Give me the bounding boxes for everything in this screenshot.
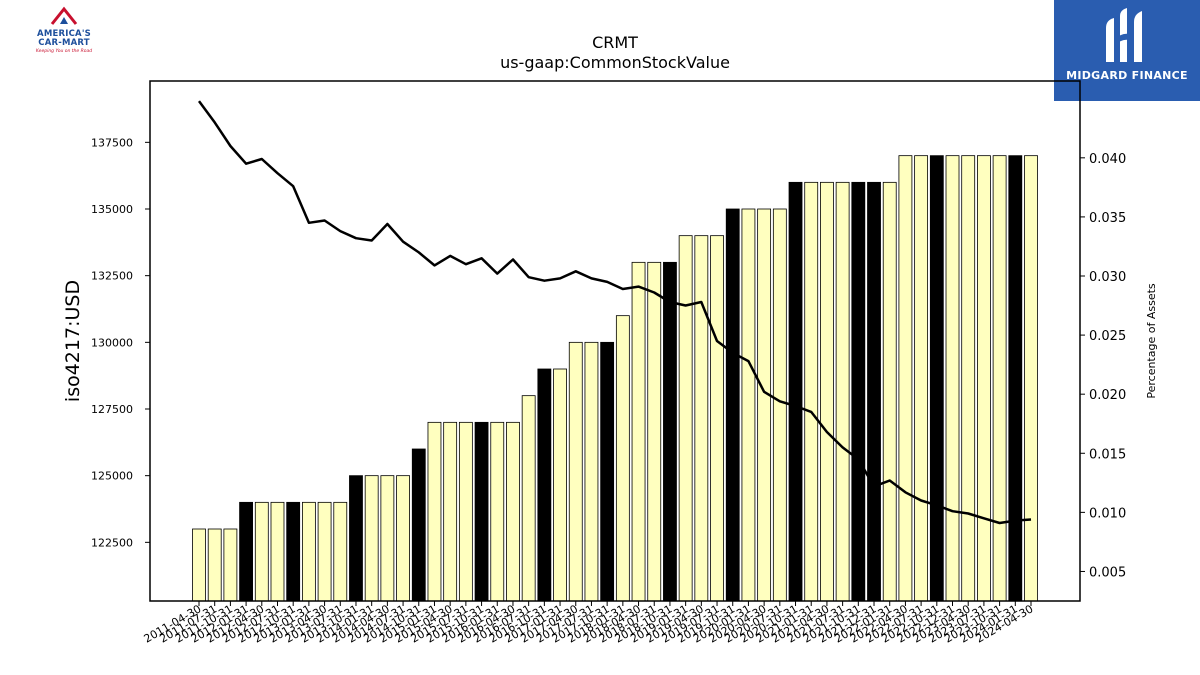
bar-2018-10-31 [663,261,677,602]
bar-2011-10-31 [223,528,238,602]
bar-2014-07-31 [396,475,410,602]
bar-2016-04-30 [506,421,520,602]
bar-2022-10-31 [929,155,944,602]
bar-2012-07-31 [270,501,285,602]
y-tick-label: 127500 [91,403,133,416]
bar-2021-07-31 [835,181,850,602]
chart-subtitle: us-gaap:CommonStockValue [500,53,730,72]
y-tick-label: 132500 [91,270,133,283]
line-layer [197,100,1032,525]
y-tick-label: 122500 [91,536,133,549]
bar-2023-04-30 [961,155,976,602]
axes-layer: 122500 125000 127500 130000 132500 135000 1375… [91,80,1126,646]
bars-layer [192,155,1038,602]
y-tick-label: 125000 [91,470,133,483]
bar-2013-07-31 [333,501,348,602]
bar-2012-10-31 [286,501,301,602]
bar-2019-01-31 [678,235,693,602]
y2-tick-label: 0.030 [1089,270,1126,285]
midgard-m-icon [1106,8,1142,62]
bar-2011-04-30 [192,528,206,602]
bar-2014-01-31 [364,475,379,602]
americas-car-mart-logo: AMERICA'S CAR-MART Keeping You on the Ro… [22,6,106,58]
bar-2011-07-31 [207,528,222,602]
y-tick-label: 137500 [91,136,133,149]
logo-line-2: CAR-MART [38,38,90,48]
midgard-finance-logo: MIDGARD FINANCE [1054,0,1200,101]
logo-line-1: AMERICA'S [37,29,91,39]
bar-2014-04-30 [380,475,395,602]
bar-2013-04-30 [317,501,332,602]
bar-2014-10-31 [411,448,426,602]
bar-2019-07-31 [710,235,724,602]
chart-title: CRMT [592,33,638,52]
y2-tick-label: 0.025 [1089,329,1126,344]
bar-2022-01-31 [882,181,897,602]
bar-2017-07-31 [584,341,599,602]
bar-2023-07-31 [977,155,991,602]
bar-2020-04-30 [757,208,772,602]
bar-2020-07-31 [772,208,787,602]
bar-2017-04-30 [568,341,583,602]
percentage-of-assets-line [197,100,1032,525]
bar-2016-01-31 [490,421,505,602]
y2-tick-label: 0.010 [1089,506,1126,521]
bar-2012-04-30 [254,501,269,602]
y2-tick-label: 0.020 [1089,388,1126,403]
bar-2013-01-31 [301,501,316,602]
bar-2018-04-30 [631,261,646,602]
logo-tagline: Keeping You on the Road [35,49,93,54]
bar-2016-10-31 [537,368,552,602]
bar-2019-04-30 [694,235,709,602]
bar-2021-01-31 [804,181,819,602]
bar-2024-04-30 [1024,155,1038,602]
y2-tick-label: 0.015 [1089,447,1126,462]
car-mart-roof-icon [50,6,78,25]
bar-2017-10-31 [600,341,615,602]
bar-2018-01-31 [615,315,630,602]
bar-2019-10-31 [725,208,740,602]
y2-tick-label: 0.035 [1089,211,1126,226]
bar-2021-12-31 [867,181,881,602]
bar-2024-01-31 [1008,155,1023,602]
bar-2015-10-31 [474,421,489,602]
bar-2016-07-31 [521,395,536,602]
bar-2015-07-31 [458,421,473,602]
bar-2013-10-31 [349,475,363,602]
bar-2015-04-30 [443,421,458,602]
bar-2022-04-30 [898,155,913,602]
bar-2021-10-31 [851,181,866,602]
midgard-finance-name: MIDGARD FINANCE [1066,69,1188,82]
plot-frame [149,80,1081,602]
bar-2022-07-31 [914,155,929,602]
bar-2015-01-31 [427,421,442,602]
bar-2023-10-31 [992,155,1007,602]
bar-2012-01-31 [239,501,253,602]
y-tick-label: 135000 [91,203,133,216]
y2-tick-label: 0.040 [1089,152,1126,167]
bar-2020-01-31 [741,208,756,602]
y2-tick-label: 0.005 [1089,565,1126,580]
bar-2022-12-31 [945,155,960,602]
bar-2018-07-31 [647,261,662,602]
y-axis-label: iso4217:USD [62,280,84,402]
bar-2020-10-31 [788,181,803,602]
y2-axis-label: Percentage of Assets [1145,283,1158,399]
y-tick-label: 130000 [91,336,133,349]
bar-2021-04-30 [820,181,834,602]
bar-2017-01-31 [553,368,567,602]
